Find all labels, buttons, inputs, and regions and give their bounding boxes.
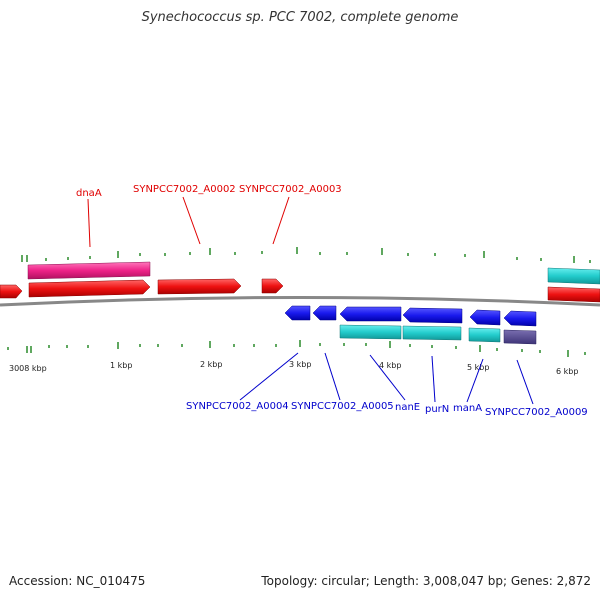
cds-SYNPCC7002_A0004[interactable]	[284, 305, 311, 321]
gene-label-SYNPCC7002_A0002[interactable]: SYNPCC7002_A0002	[133, 184, 236, 195]
feature-nanE-gene[interactable]	[339, 324, 402, 340]
cds-SYNPCC7002_A0003[interactable]	[261, 278, 284, 294]
genome-title: Synechococcus sp. PCC 7002, complete gen…	[141, 10, 459, 25]
gene-label-SYNPCC7002_A0005[interactable]: SYNPCC7002_A0005	[291, 401, 394, 412]
cds-purN[interactable]	[402, 307, 463, 324]
gene-label-manA[interactable]: manA	[453, 403, 482, 414]
tick-label-5kbp: 5 kbp	[467, 363, 489, 372]
gene-label-SYNPCC7002_A0004[interactable]: SYNPCC7002_A0004	[186, 401, 289, 412]
cds-SYNPCC7002_A0002[interactable]	[157, 278, 242, 295]
cds-SYNPCC7002_A0005[interactable]	[312, 305, 337, 321]
gene-label-nanE[interactable]: nanE	[395, 402, 420, 413]
cds-left-partial[interactable]	[0, 284, 23, 299]
leader-A0009	[516, 359, 534, 405]
leader-nanE	[369, 354, 406, 401]
leader-manA	[466, 358, 484, 403]
bottom-ticks	[7, 340, 586, 357]
cds-SYNPCC7002_A0009[interactable]	[503, 310, 537, 327]
feature-right-cyan-outer[interactable]	[547, 267, 600, 285]
leader-A0003	[272, 196, 290, 245]
tick-label-3008kbp: 3008 kbp	[9, 364, 47, 373]
leader-dnaA	[87, 198, 91, 248]
leader-A0004	[239, 352, 299, 401]
feature-manA-gene[interactable]	[468, 327, 501, 343]
genome-backbone	[0, 296, 600, 307]
gene-label-dnaA[interactable]: dnaA	[76, 188, 102, 199]
leader-A0002	[182, 196, 201, 245]
feature-purN-gene[interactable]	[402, 325, 462, 341]
feature-A0009-gene[interactable]	[503, 329, 537, 345]
tick-label-6kbp: 6 kbp	[556, 367, 578, 376]
cds-manA[interactable]	[469, 309, 501, 326]
cds-right-partial[interactable]	[547, 286, 600, 303]
top-ticks	[21, 247, 591, 263]
tick-label-4kbp: 4 kbp	[379, 361, 401, 370]
leader-purN	[431, 355, 436, 403]
leader-A0005	[324, 352, 341, 401]
gene-label-SYNPCC7002_A0009[interactable]: SYNPCC7002_A0009	[485, 407, 588, 418]
cds-dnaA[interactable]	[28, 279, 151, 298]
genome-summary-text: Topology: circular; Length: 3,008,047 bp…	[261, 574, 591, 588]
gene-label-purN[interactable]: purN	[425, 404, 449, 415]
tick-label-1kbp: 1 kbp	[110, 361, 132, 370]
tick-label-3kbp: 3 kbp	[289, 360, 311, 369]
cds-nanE[interactable]	[339, 306, 402, 322]
gene-label-SYNPCC7002_A0003[interactable]: SYNPCC7002_A0003	[239, 184, 342, 195]
feature-dnaA-gene[interactable]	[27, 261, 151, 280]
tick-label-2kbp: 2 kbp	[200, 360, 222, 369]
accession-text: Accession: NC_010475	[9, 574, 146, 588]
